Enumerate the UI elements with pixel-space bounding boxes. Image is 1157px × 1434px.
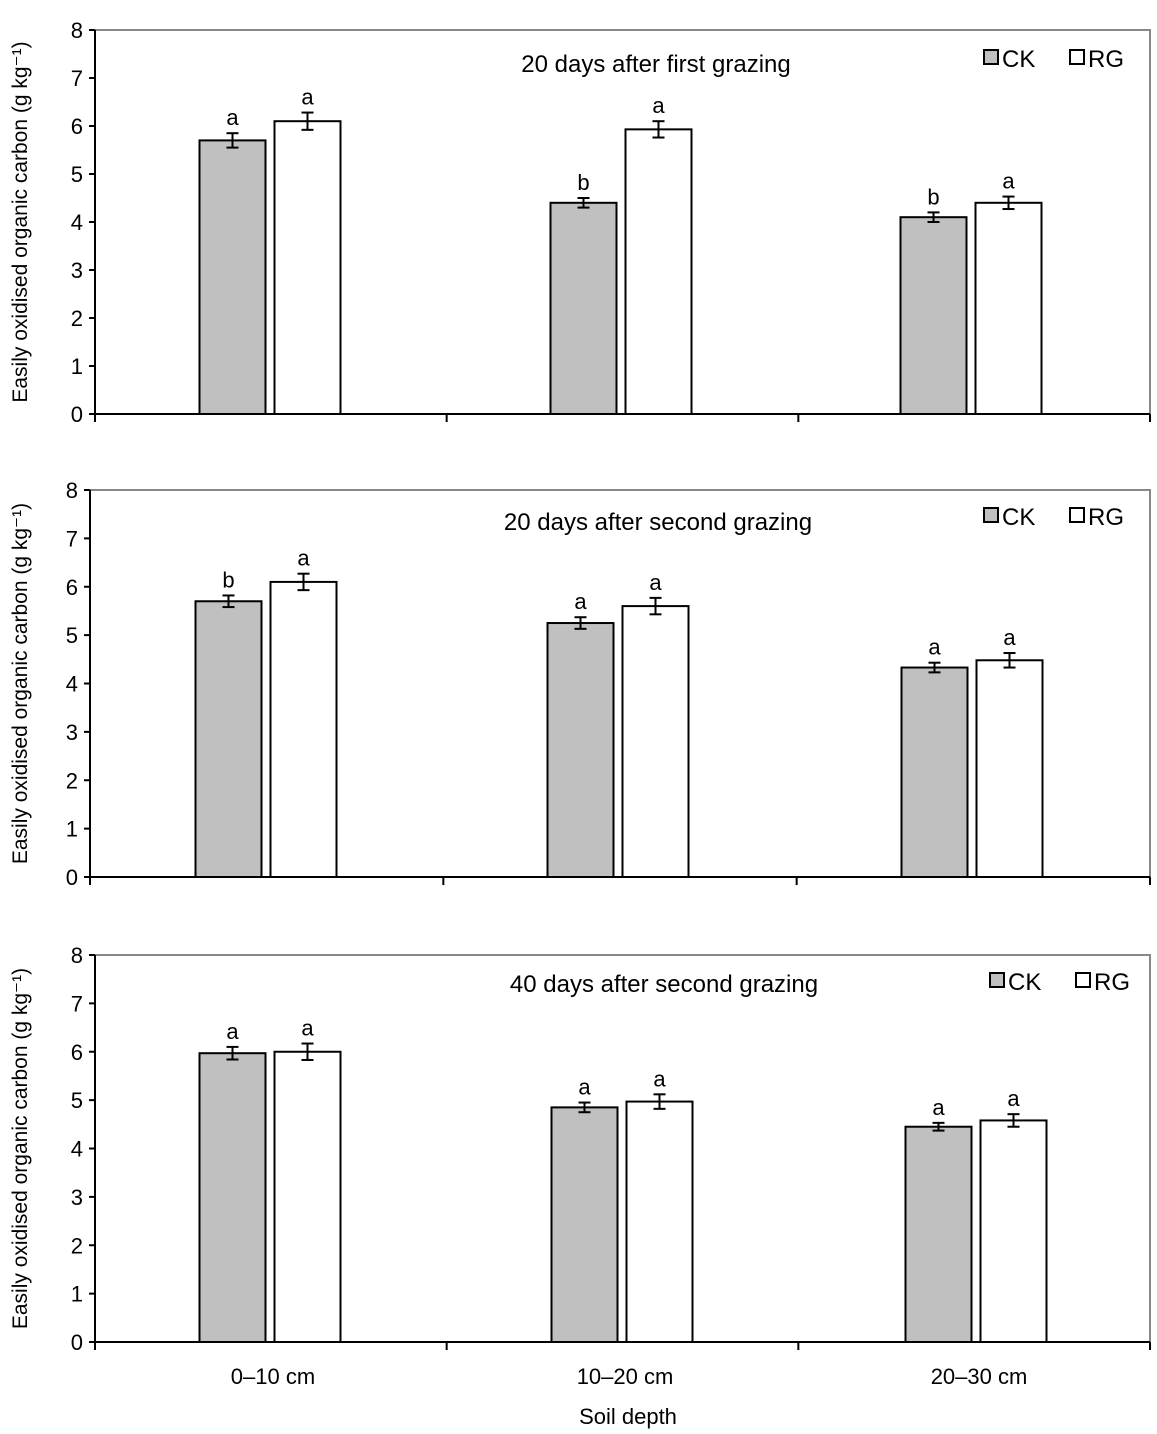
y-tick-label: 5 bbox=[66, 623, 78, 648]
legend-swatch-rg bbox=[1069, 507, 1085, 523]
bar-rg bbox=[273, 120, 342, 415]
y-tick-label: 3 bbox=[71, 1185, 83, 1210]
legend-swatch-ck bbox=[983, 507, 999, 523]
legend-label-ck: CK bbox=[1002, 46, 1035, 73]
legend-label-ck: CK bbox=[1008, 969, 1041, 996]
y-tick-label: 1 bbox=[71, 1282, 83, 1307]
panel-title: 40 days after second grazing bbox=[510, 971, 818, 998]
x-tick-label: 10–20 cm bbox=[577, 1364, 674, 1389]
legend-label-rg: RG bbox=[1088, 504, 1124, 531]
significance-letter: b bbox=[222, 567, 234, 592]
bar-rg bbox=[975, 659, 1044, 879]
significance-letter: a bbox=[578, 1075, 591, 1100]
y-tick-label: 2 bbox=[71, 1233, 83, 1258]
plot-frame bbox=[90, 489, 1151, 877]
chart-panel-3: 0 1 2 3 4 5 6 7 8 Easily oxidised organic carbon … bbox=[9, 943, 1151, 1389]
bar-ck bbox=[549, 201, 618, 415]
significance-letter: a bbox=[932, 1095, 945, 1120]
x-axis-label: Soil depth bbox=[579, 1404, 677, 1429]
bar-rg bbox=[621, 605, 690, 878]
bar-rg bbox=[269, 580, 338, 878]
significance-letter: b bbox=[577, 170, 589, 195]
significance-letter: b bbox=[927, 184, 939, 209]
panel-title: 20 days after second grazing bbox=[504, 509, 812, 536]
bar-ck bbox=[198, 1052, 267, 1344]
legend-label-ck: CK bbox=[1002, 504, 1035, 531]
x-tick-label: 20–30 cm bbox=[931, 1364, 1028, 1389]
y-tick-label: 5 bbox=[71, 1088, 83, 1113]
legend-label-rg: RG bbox=[1094, 969, 1130, 996]
bar-rg bbox=[979, 1119, 1048, 1343]
y-tick-label: 0 bbox=[71, 402, 83, 427]
bar-ck bbox=[904, 1125, 973, 1343]
bar-rg bbox=[624, 128, 693, 416]
bar-rg bbox=[625, 1100, 694, 1344]
legend-swatch-ck bbox=[989, 972, 1005, 988]
legend-label-rg: RG bbox=[1088, 46, 1124, 73]
bar-ck bbox=[546, 622, 615, 878]
significance-letter: a bbox=[1007, 1086, 1020, 1111]
significance-letter: a bbox=[649, 570, 662, 595]
significance-letter: a bbox=[301, 85, 314, 110]
y-tick-label: 7 bbox=[66, 526, 78, 551]
significance-letter: a bbox=[1002, 169, 1015, 194]
bar-rg bbox=[974, 201, 1043, 415]
chart-panel-1: 0 1 2 3 4 5 6 7 8 Easily oxidised organic carbon … bbox=[9, 18, 1151, 427]
y-tick-label: 4 bbox=[66, 672, 78, 697]
y-tick-label: 3 bbox=[66, 720, 78, 745]
y-axis-label: Easily oxidised organic carbon (g kg⁻¹) bbox=[9, 41, 32, 402]
bar-ck bbox=[899, 216, 968, 415]
y-tick-label: 5 bbox=[71, 162, 83, 187]
y-tick-label: 8 bbox=[71, 943, 83, 968]
bar-ck bbox=[900, 666, 969, 878]
plot-frame bbox=[95, 29, 1151, 414]
significance-letter: a bbox=[226, 1019, 239, 1044]
y-tick-label: 0 bbox=[66, 865, 78, 890]
significance-letter: a bbox=[226, 105, 239, 130]
y-axis-label: Easily oxidised organic carbon (g kg⁻¹) bbox=[9, 503, 32, 864]
y-axis-label: Easily oxidised organic carbon (g kg⁻¹) bbox=[9, 968, 32, 1329]
legend-swatch-rg bbox=[1075, 972, 1091, 988]
significance-letter: a bbox=[653, 1066, 666, 1091]
significance-letter: a bbox=[652, 93, 665, 118]
y-tick-label: 7 bbox=[71, 991, 83, 1016]
plot-frame bbox=[95, 954, 1151, 1342]
y-tick-label: 1 bbox=[71, 354, 83, 379]
y-tick-label: 1 bbox=[66, 817, 78, 842]
bar-ck bbox=[550, 1106, 619, 1343]
chart-panel-2: 0 1 2 3 4 5 6 7 8 Easily oxidised organic carbon … bbox=[9, 478, 1151, 890]
significance-letter: a bbox=[1003, 625, 1016, 650]
y-tick-label: 4 bbox=[71, 1137, 83, 1162]
y-tick-label: 6 bbox=[71, 1040, 83, 1065]
y-tick-label: 4 bbox=[71, 210, 83, 235]
y-tick-label: 8 bbox=[66, 478, 78, 503]
bar-ck bbox=[194, 600, 263, 878]
y-tick-label: 8 bbox=[71, 18, 83, 43]
x-tick-label: 0–10 cm bbox=[231, 1364, 315, 1389]
y-tick-label: 7 bbox=[71, 66, 83, 91]
y-tick-label: 6 bbox=[71, 114, 83, 139]
y-tick-label: 2 bbox=[66, 768, 78, 793]
significance-letter: a bbox=[301, 1016, 314, 1041]
bar-ck bbox=[198, 139, 267, 415]
bar-rg bbox=[273, 1050, 342, 1343]
y-tick-label: 6 bbox=[66, 575, 78, 600]
y-tick-label: 2 bbox=[71, 306, 83, 331]
significance-letter: a bbox=[928, 635, 941, 660]
legend-swatch-rg bbox=[1069, 49, 1085, 65]
significance-letter: a bbox=[574, 589, 587, 614]
y-tick-label: 0 bbox=[71, 1330, 83, 1355]
legend-swatch-ck bbox=[983, 49, 999, 65]
significance-letter: a bbox=[297, 546, 310, 571]
panel-title: 20 days after first grazing bbox=[521, 51, 790, 78]
y-tick-label: 3 bbox=[71, 258, 83, 283]
